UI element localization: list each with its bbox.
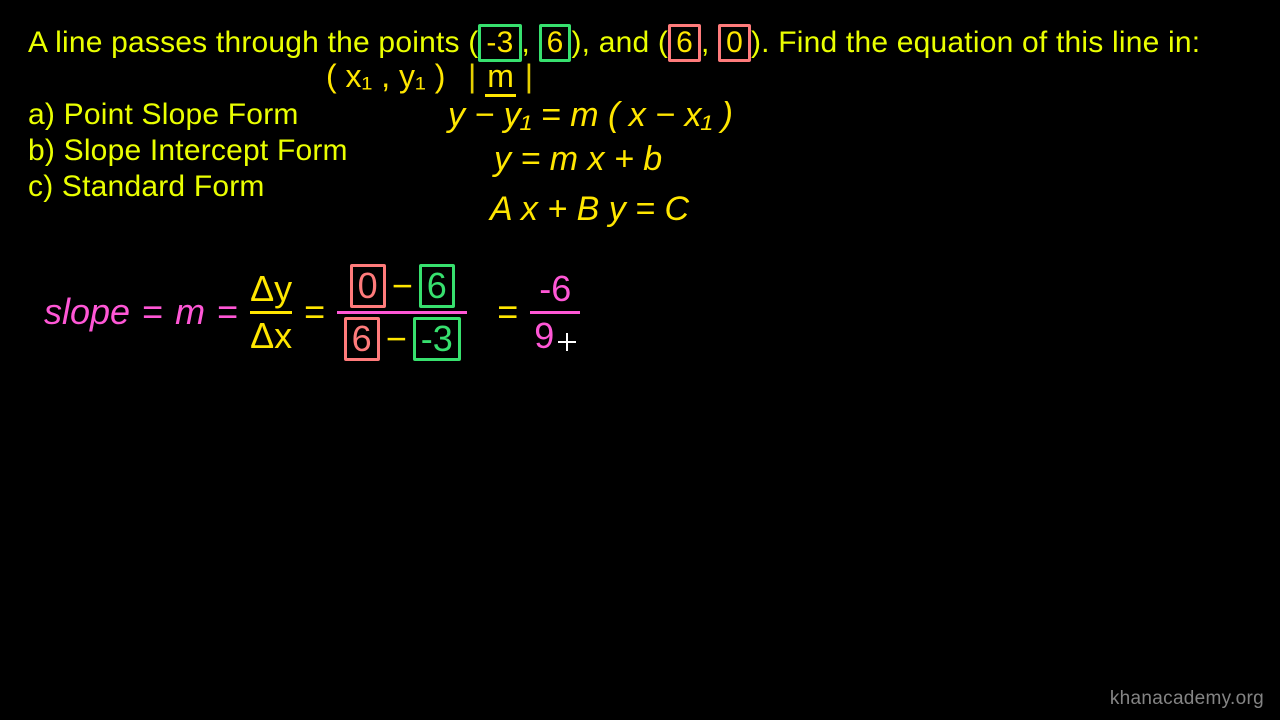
m-underline: m <box>485 58 516 97</box>
point1-x-box: -3 <box>478 24 521 62</box>
eq4: = <box>497 291 518 333</box>
problem-suffix: ). Find the equation of this line in: <box>751 26 1200 59</box>
delta-bar <box>250 311 292 314</box>
point1-y-box: 6 <box>539 24 572 62</box>
num-minus: − <box>392 267 413 305</box>
result-fraction: -6 9 <box>530 270 580 355</box>
eq3: = <box>304 291 325 333</box>
formula-standard: A x + B y = C <box>490 190 689 229</box>
xy1-annotation: ( x₁ , y₁ ) <box>326 58 445 95</box>
result-num: -6 <box>539 270 571 308</box>
problem-prefix: A line passes through the points ( <box>28 26 478 59</box>
problem-statement: A line passes through the points (-3, 6)… <box>28 24 1200 62</box>
problem-comma1: , <box>522 26 539 59</box>
subst-bar <box>337 311 467 314</box>
eq1: = <box>142 291 163 333</box>
option-a: a) Point Slope Form <box>28 98 299 132</box>
slope-word: slope <box>44 291 130 333</box>
problem-mid: ), and ( <box>571 26 668 59</box>
slope-calc-row: slope = m = Δy Δx = 0 − 6 6 − -3 = <box>44 264 580 361</box>
watermark: khanacademy.org <box>1110 688 1264 710</box>
cursor-icon <box>558 333 576 351</box>
result-den: 9 <box>534 317 554 355</box>
delta-fraction: Δy Δx <box>250 270 292 355</box>
subst-fraction: 0 − 6 6 − -3 <box>337 264 467 361</box>
formula-point-slope: y − y₁ = m ( x − x₁ ) <box>448 96 733 135</box>
formula-slope-intercept: y = m x + b <box>494 140 662 179</box>
result-den-row: 9 <box>534 317 576 355</box>
num-box-0: 0 <box>350 264 386 308</box>
result-bar <box>530 311 580 314</box>
subst-numerator: 0 − 6 <box>350 264 455 308</box>
den-minus: − <box>386 320 407 358</box>
option-c: c) Standard Form <box>28 170 265 204</box>
subst-denominator: 6 − -3 <box>344 317 461 361</box>
eq2: = <box>217 291 238 333</box>
den-box-6: 6 <box>344 317 380 361</box>
delta-y: Δy <box>250 270 292 308</box>
slope-m: m <box>175 291 205 333</box>
blackboard-canvas: A line passes through the points (-3, 6)… <box>0 0 1280 720</box>
num-box-6: 6 <box>419 264 455 308</box>
point2-y-box: 0 <box>718 24 751 62</box>
m-annotation: | m | <box>468 58 533 95</box>
delta-x: Δx <box>250 317 292 355</box>
option-b: b) Slope Intercept Form <box>28 134 348 168</box>
den-box-neg3: -3 <box>413 317 461 361</box>
point2-x-box: 6 <box>668 24 701 62</box>
problem-comma2: , <box>701 26 718 59</box>
